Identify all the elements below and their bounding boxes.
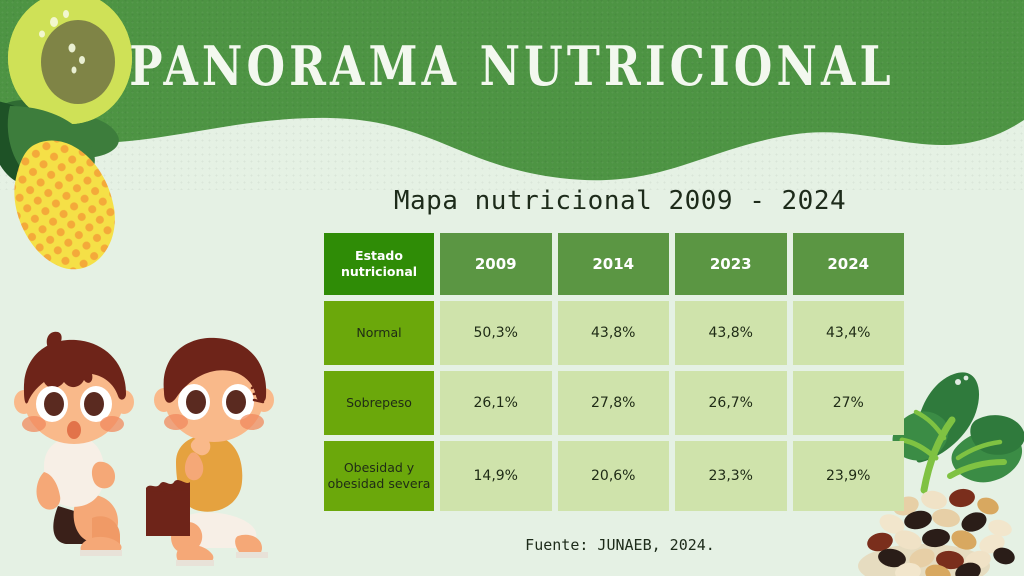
cell-sobrepeso-2023: 26,7% xyxy=(675,371,787,435)
cell-normal-2014: 43,8% xyxy=(557,301,669,365)
cell-normal-2024: 43,4% xyxy=(792,301,904,365)
nutrition-table: Estado nutricional 2009 2014 2023 2024 N… xyxy=(318,227,910,517)
row-label-normal: Normal xyxy=(324,301,434,365)
table-row: Sobrepeso 26,1% 27,8% 26,7% 27% xyxy=(324,371,904,435)
child-left xyxy=(14,331,134,556)
cell-normal-2009: 50,3% xyxy=(440,301,552,365)
cell-sobrepeso-2009: 26,1% xyxy=(440,371,552,435)
source-note: Fuente: JUNAEB, 2024. xyxy=(525,536,715,554)
cell-normal-2023: 43,8% xyxy=(675,301,787,365)
header-cell-2023: 2023 xyxy=(675,233,787,295)
table-row: Normal 50,3% 43,8% 43,8% 43,4% xyxy=(324,301,904,365)
row-label-sobrepeso: Sobrepeso xyxy=(324,371,434,435)
header-cell-2024: 2024 xyxy=(792,233,904,295)
cell-obesidad-2014: 20,6% xyxy=(557,441,669,511)
cell-obesidad-2009: 14,9% xyxy=(440,441,552,511)
child-right xyxy=(146,337,274,566)
header-cell-2009: 2009 xyxy=(440,233,552,295)
header-wave-shape xyxy=(0,0,1024,181)
page-title: PANORAMA NUTRICIONAL xyxy=(129,34,895,98)
cell-obesidad-2024: 23,9% xyxy=(792,441,904,511)
table-row: Obesidad y obesidad severa 14,9% 20,6% 2… xyxy=(324,441,904,511)
header-cell-2014: 2014 xyxy=(557,233,669,295)
header-cell-estado-nutricional: Estado nutricional xyxy=(324,233,434,295)
cell-obesidad-2023: 23,3% xyxy=(675,441,787,511)
children-illustration xyxy=(14,331,274,566)
cell-sobrepeso-2014: 27,8% xyxy=(557,371,669,435)
cell-sobrepeso-2024: 27% xyxy=(792,371,904,435)
table-header-row: Estado nutricional 2009 2014 2023 2024 xyxy=(324,233,904,295)
chart-subtitle: Mapa nutricional 2009 - 2024 xyxy=(393,186,847,216)
row-label-obesidad: Obesidad y obesidad severa xyxy=(324,441,434,511)
